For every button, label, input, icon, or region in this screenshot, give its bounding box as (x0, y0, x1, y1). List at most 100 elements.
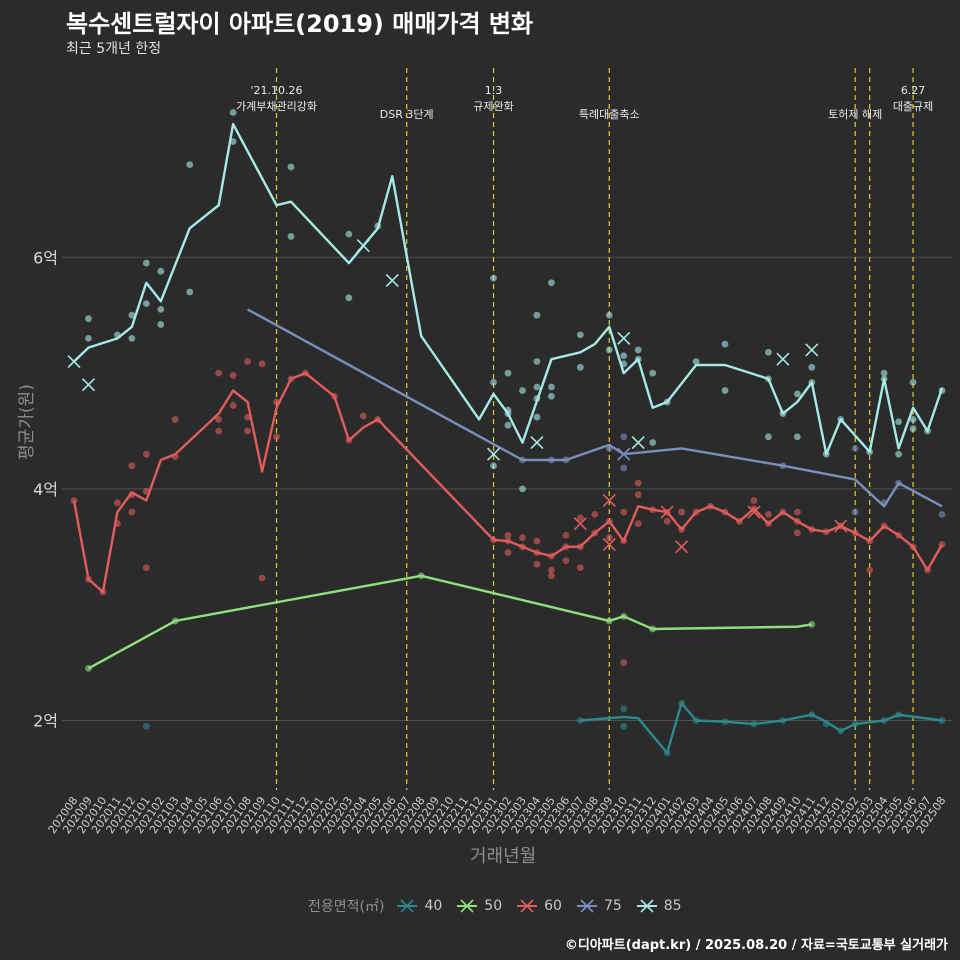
data-point-85 (721, 387, 729, 394)
data-point-85 (519, 387, 526, 394)
data-point-85 (895, 450, 902, 458)
data-point-75 (620, 464, 628, 472)
legend-label: 75 (603, 898, 622, 914)
data-point-60 (215, 427, 223, 435)
data-point-85 (895, 418, 902, 426)
cross-marker-60 (675, 540, 689, 554)
data-point-85 (157, 321, 165, 328)
data-point-85 (186, 288, 194, 296)
data-point-60 (634, 479, 642, 487)
data-point-60 (620, 508, 628, 516)
data-point-60 (750, 497, 758, 504)
legend-title: 전용면적(㎡) (308, 899, 385, 915)
data-point-60 (215, 416, 223, 423)
data-point-85 (128, 311, 136, 319)
cross-marker-60 (747, 505, 761, 519)
event-label: DSR 3단계 (380, 108, 434, 121)
data-point-60 (576, 564, 584, 572)
series-line-75 (247, 308, 943, 508)
data-point-60 (562, 531, 570, 539)
data-point-60 (229, 372, 237, 379)
series-line-40 (580, 701, 943, 755)
data-point-75 (620, 433, 628, 441)
event-label: 6.27 (901, 84, 926, 97)
data-point-60 (244, 427, 252, 435)
data-point-85 (692, 358, 700, 365)
data-point-85 (909, 378, 917, 386)
data-point-40 (620, 705, 628, 713)
data-point-60 (620, 659, 628, 667)
data-point-85 (533, 311, 541, 319)
series-line-85 (73, 122, 944, 456)
data-point-60 (229, 402, 237, 409)
cross-marker-75 (617, 447, 631, 461)
event-label: 대출규제 (893, 100, 933, 113)
event-label: 가계부채관리강화 (236, 100, 317, 113)
data-point-60 (258, 574, 266, 582)
cross-marker-85 (486, 447, 501, 461)
legend-item-85: 85 (636, 895, 682, 917)
cross-marker-85 (81, 378, 96, 392)
data-point-85 (504, 421, 512, 429)
cross-marker-85 (776, 352, 790, 366)
data-point-60 (562, 557, 570, 565)
data-point-60 (866, 566, 874, 574)
data-point-85 (287, 163, 295, 171)
legend-label: 85 (663, 898, 682, 914)
series-line-50 (87, 574, 812, 670)
data-point-85 (287, 233, 295, 240)
legend-item-50: 50 (456, 895, 502, 917)
data-point-85 (548, 279, 555, 287)
data-point-85 (649, 439, 657, 446)
cross-marker-85 (631, 436, 645, 450)
event-label: 특례대출축소 (579, 108, 640, 121)
data-point-85 (345, 294, 353, 302)
cross-marker-60 (660, 505, 674, 519)
data-point-50 (808, 620, 816, 628)
data-point-85 (649, 369, 657, 377)
data-point-85 (490, 274, 497, 282)
data-point-75 (938, 510, 946, 518)
legend-key-icon (517, 899, 538, 913)
legend: 전용면적(㎡) 40 50 60 75 85 (308, 895, 696, 917)
data-point-60 (793, 529, 801, 537)
cross-marker-60 (602, 493, 616, 508)
data-point-85 (229, 109, 237, 116)
data-point-85 (157, 306, 165, 313)
data-point-60 (504, 531, 512, 539)
legend-label: 60 (544, 898, 562, 914)
legend-key-icon (636, 899, 657, 913)
data-point-60 (142, 564, 150, 572)
data-point-85 (128, 334, 136, 342)
cross-marker-60 (602, 537, 616, 552)
data-point-60 (793, 508, 801, 516)
data-point-60 (114, 499, 121, 507)
data-point-85 (157, 267, 165, 275)
data-point-40 (620, 722, 628, 730)
chart-title: 복수센트럴자이 아파트(2019) 매매가격 변화 (66, 10, 534, 38)
data-point-75 (851, 444, 859, 452)
data-point-85 (721, 340, 729, 348)
legend-item-75: 75 (576, 895, 622, 917)
data-point-85 (186, 161, 194, 169)
data-point-85 (620, 352, 628, 360)
data-point-60 (591, 510, 599, 518)
legend-label: 50 (484, 898, 503, 914)
legend-item-60: 60 (516, 895, 562, 917)
cross-marker-85 (385, 273, 399, 288)
cross-marker-85 (67, 354, 81, 369)
data-point-40 (938, 717, 946, 724)
data-point-85 (909, 416, 917, 423)
legend-key-icon (457, 899, 478, 913)
data-point-60 (605, 534, 613, 541)
data-point-60 (128, 462, 136, 470)
data-point-85 (808, 363, 816, 371)
data-point-60 (273, 433, 280, 441)
event-label: 1.3 (485, 84, 503, 97)
x-axis-label: 거래년월 (470, 846, 537, 867)
y-tick-label: 6억 (33, 248, 58, 267)
series-line-60 (72, 371, 944, 594)
data-point-60 (765, 510, 772, 518)
y-tick-label: 4억 (33, 480, 58, 499)
data-point-85 (605, 311, 613, 319)
